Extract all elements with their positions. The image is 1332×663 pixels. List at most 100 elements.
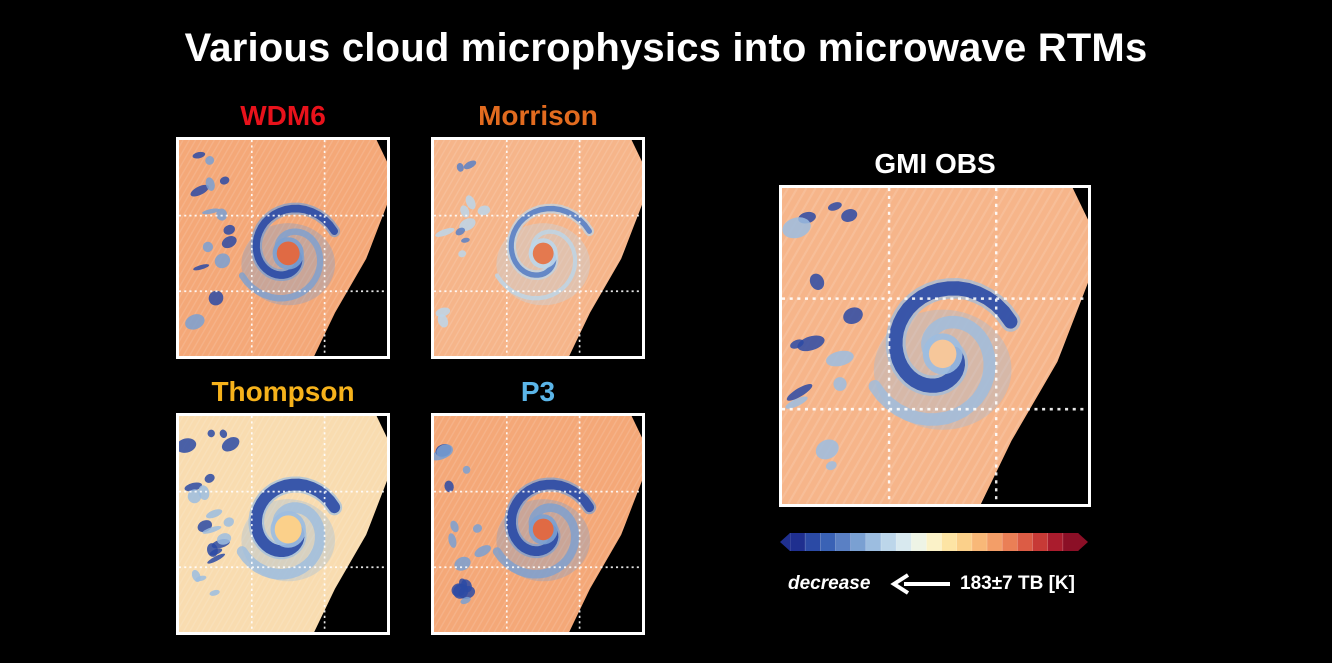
colorbar-segment — [987, 533, 1003, 551]
cloud-band — [833, 377, 847, 391]
spiral-arm — [508, 205, 592, 278]
colorbar-segment — [971, 533, 988, 551]
colorbar-segment — [865, 533, 882, 551]
grid-lines — [434, 140, 642, 356]
cloud-band — [786, 384, 813, 401]
cloud-band — [187, 489, 202, 504]
decrease-label: decrease — [788, 573, 871, 594]
cloud-band — [826, 350, 854, 367]
colorbar-segment — [926, 533, 943, 551]
colorbar-segment — [850, 533, 867, 551]
cloud-band — [209, 589, 220, 596]
cloud-band — [195, 575, 207, 582]
spiral-arm-secondary — [492, 503, 580, 579]
spiral-arm-secondary — [868, 315, 996, 426]
legend: decrease — [780, 570, 1110, 600]
cloud-band — [472, 524, 483, 533]
cloud-band — [216, 533, 232, 545]
cloud-band — [463, 160, 477, 170]
storm-eye — [274, 515, 302, 544]
cloud-band — [202, 526, 222, 534]
cloud-band — [221, 235, 237, 249]
storm-eye — [532, 518, 554, 541]
panel-gmi-obs — [779, 185, 1091, 507]
colorbar-segment — [880, 533, 897, 551]
colorbar-segment — [805, 533, 821, 551]
grid-lines — [434, 416, 642, 632]
cloud-band — [825, 461, 837, 471]
colorbar-segment — [1047, 533, 1064, 551]
cloud-band — [205, 177, 215, 191]
cloud-band — [214, 253, 231, 269]
cloud-band — [785, 396, 808, 409]
colorbar-min-tip — [780, 533, 790, 551]
cloud-band — [809, 273, 825, 290]
cloud-band — [797, 335, 825, 352]
cloud-band — [461, 237, 470, 243]
cloud-band — [202, 208, 220, 215]
label-thompson: Thompson — [211, 376, 355, 407]
cloud-band — [193, 264, 210, 271]
tb-map-wdm6 — [179, 140, 387, 356]
cloud-band — [474, 545, 491, 558]
tb-map-p3 — [434, 416, 642, 632]
grid-lines — [179, 416, 387, 632]
cloud-band — [435, 227, 455, 237]
cloud-band — [190, 184, 209, 197]
cloud-band — [219, 429, 228, 439]
cloud-band — [185, 314, 205, 330]
cloud-band — [219, 176, 230, 185]
cloud-band — [815, 439, 839, 460]
cloud-band — [462, 465, 471, 474]
cloud-band — [455, 227, 466, 236]
swath — [179, 140, 387, 356]
panel-wdm6 — [176, 137, 390, 359]
colorbar-segment — [1032, 533, 1049, 551]
colorbar-segment — [911, 533, 927, 551]
swath — [434, 416, 642, 632]
colorbar-segment — [820, 533, 836, 551]
cloud-band — [221, 437, 240, 452]
cloud-band — [450, 520, 459, 533]
cloud-band — [184, 482, 203, 492]
swath — [179, 416, 387, 632]
slide-title: Various cloud microphysics into microwav… — [184, 26, 1148, 70]
cloud-band — [459, 218, 476, 231]
cloud-band — [460, 596, 471, 605]
cloud-band — [205, 509, 223, 519]
cloud-band — [461, 579, 472, 593]
cloud-band — [223, 517, 234, 527]
cloud-band — [223, 224, 236, 235]
label-gmi-obs: GMI OBS — [874, 148, 996, 179]
cloud-band — [456, 163, 464, 172]
cloud-band — [437, 314, 449, 328]
grid-lines — [179, 140, 387, 356]
storm-eye — [532, 242, 554, 265]
spiral-arm — [506, 479, 595, 556]
tb-map-thompson — [179, 416, 387, 632]
cloud-band — [207, 553, 226, 564]
storm-eye — [928, 339, 957, 369]
cloud-band — [207, 429, 215, 438]
panel-morrison — [431, 137, 645, 359]
cloud-band — [208, 290, 224, 306]
colorbar-segment — [956, 533, 973, 551]
label-morrison: Morrison — [478, 100, 598, 131]
cloud-band — [204, 473, 215, 483]
label-p3: P3 — [520, 376, 556, 407]
colorbar-segment — [1017, 533, 1034, 551]
cloud-band — [198, 485, 210, 500]
colorbar-segment — [1062, 533, 1079, 551]
colorbar-segment — [941, 533, 958, 551]
swath — [782, 188, 1088, 504]
cloud-band — [192, 151, 206, 159]
cloud-band — [444, 480, 454, 493]
colorbar — [780, 533, 1088, 551]
colorbar-segment — [1002, 533, 1018, 551]
cloud-band — [841, 209, 858, 222]
cloud-band — [458, 250, 467, 258]
cloud-band — [460, 205, 470, 218]
colorbar-segment — [896, 533, 912, 551]
cloud-band — [448, 533, 457, 548]
storm-eye — [276, 241, 300, 266]
